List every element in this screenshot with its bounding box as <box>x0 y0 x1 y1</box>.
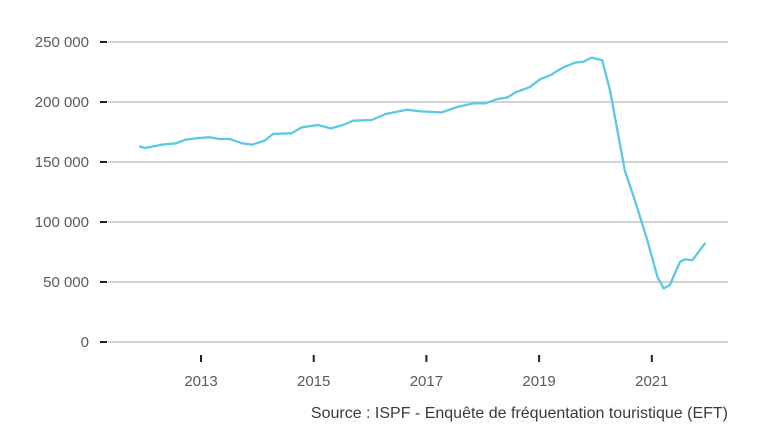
source-note: Source : ISPF - Enquête de fréquentation… <box>310 405 728 422</box>
y-tick-label: 250 000 <box>35 34 89 51</box>
y-tick-label: 100 000 <box>35 214 89 231</box>
y-tick-label: 150 000 <box>35 154 89 171</box>
x-tick-label: 2017 <box>410 373 443 390</box>
y-tick-label: 50 000 <box>43 274 89 291</box>
series-line <box>138 56 706 290</box>
y-tick-label: 200 000 <box>35 94 89 111</box>
y-tick-label: 0 <box>81 334 89 351</box>
x-tick-label: 2021 <box>635 373 668 390</box>
x-tick-label: 2013 <box>184 373 217 390</box>
x-tick-label: 2015 <box>297 373 330 390</box>
x-tick-label: 2019 <box>522 373 555 390</box>
